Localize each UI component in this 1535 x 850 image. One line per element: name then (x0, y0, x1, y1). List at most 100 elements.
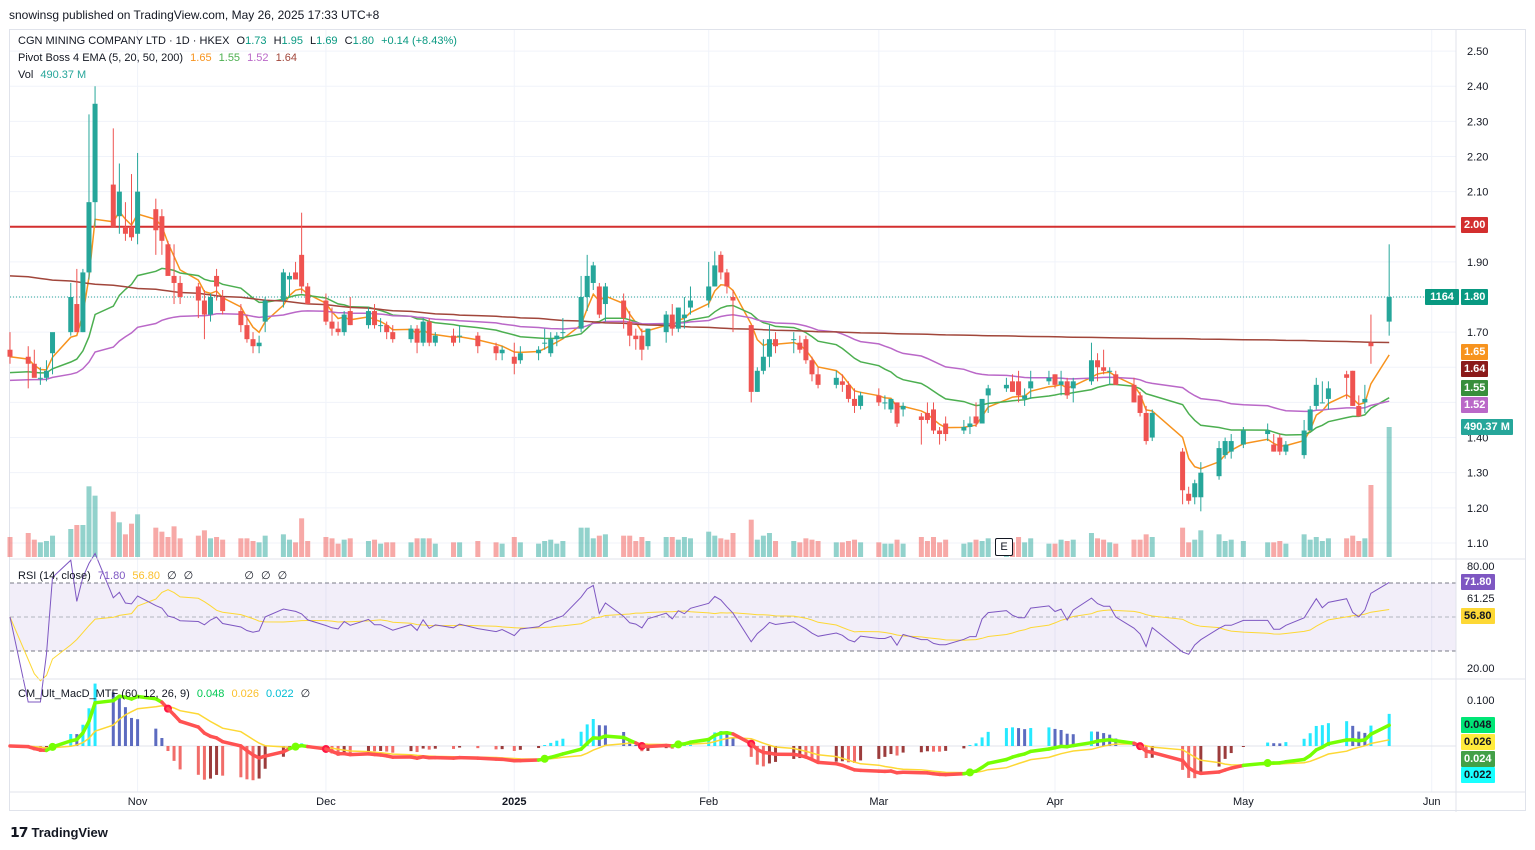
candle-body (882, 402, 888, 404)
candle-body (420, 321, 426, 343)
volume-bar (766, 533, 772, 557)
volume-bar (924, 541, 930, 557)
macd-line-segment (986, 757, 1009, 766)
candle-body (207, 297, 213, 315)
volume-bar (293, 542, 299, 557)
candle-body (1216, 448, 1222, 477)
macd-histogram-bar (1132, 744, 1136, 746)
candle-body (809, 360, 815, 375)
candle-body (548, 339, 554, 354)
macd-histogram-bar (117, 695, 121, 746)
footer-brand: TradingView (31, 825, 108, 840)
candle-body (432, 335, 438, 343)
volume-bar (347, 538, 353, 557)
macd-line-segment (1326, 738, 1349, 746)
symbol-title[interactable]: CGN MINING COMPANY LTD · 1D · HKEX (18, 35, 230, 47)
macd-line-segment (901, 770, 924, 775)
volume-bar (621, 535, 627, 557)
macd-histogram-bar (239, 746, 243, 778)
macd-line-segment (1241, 761, 1270, 768)
macd-histogram-bar (646, 746, 650, 751)
rsi-line (9, 552, 1390, 703)
candle-body (177, 282, 183, 298)
macd-histogram-bar (859, 746, 863, 761)
macd-histogram-bar (895, 746, 899, 756)
candle-body (1344, 374, 1350, 378)
macd-histogram-bar (597, 725, 601, 746)
volume-bar (408, 542, 414, 557)
macd-legend[interactable]: CM_Ult_MacD_MTF (60, 12, 26, 9) 0.048 0.… (18, 687, 314, 700)
volume-bar (675, 539, 681, 557)
macd-histogram-bar (433, 746, 437, 749)
ema50-price-label: 1.52 (1461, 397, 1489, 413)
macd-histogram-bar (555, 740, 559, 746)
volume-bar (760, 535, 766, 557)
tradingview-logo-icon: 𝟭𝟳 (10, 824, 29, 840)
rsi-tick-label: 20.00 (1467, 663, 1495, 675)
candle-body (560, 332, 566, 334)
volume-bar (451, 542, 457, 557)
volume-bar (1192, 539, 1198, 557)
volume-bar (973, 539, 979, 557)
macd-line-segment (81, 719, 91, 735)
macd-histogram-bar (1096, 731, 1100, 746)
rsi-ma-value: 56.80 (132, 570, 160, 582)
rsi-z4: ∅ (260, 570, 271, 582)
volume-bar (250, 541, 256, 557)
candle-body (92, 103, 98, 203)
macd-line-segment (50, 739, 73, 749)
ema-legend[interactable]: Pivot Boss 4 EMA (5, 20, 50, 200) 1.65 1… (18, 52, 301, 64)
volume-bar (852, 539, 858, 557)
macd-line-segment (646, 743, 668, 749)
resistance-price-label: 2.00 (1461, 217, 1489, 233)
candle-body (675, 307, 681, 329)
vol-legend[interactable]: Vol 490.37 M (18, 69, 90, 81)
macd-line-segment (220, 739, 243, 748)
price-tick-label: 2.20 (1467, 151, 1488, 163)
candle-body (1107, 370, 1113, 372)
rsi-value: 71.80 (97, 570, 126, 582)
candle-body (961, 427, 967, 431)
volume-bar (1301, 534, 1307, 557)
macd-v1: 0.048 (196, 688, 225, 700)
volume-bar (1143, 534, 1149, 557)
macd-histogram-bar (1357, 731, 1361, 746)
time-tick-label: Jun (1423, 796, 1441, 808)
candle-body (943, 423, 949, 435)
volume-bar (220, 539, 226, 557)
candle-body (712, 265, 718, 287)
volume-bar (31, 539, 37, 557)
candle-body (341, 314, 347, 333)
candle-body (590, 265, 596, 283)
macd-histogram-bar (379, 746, 383, 751)
macd-histogram-bar (452, 746, 456, 749)
time-tick-label: Dec (316, 796, 336, 808)
macd-histogram-bar (518, 746, 522, 750)
candle-body (937, 430, 943, 435)
volume-bar (177, 538, 183, 557)
time-tick-label: Feb (699, 796, 718, 808)
candle-body (1113, 374, 1119, 385)
rsi-price-label: 71.80 (1461, 574, 1495, 590)
volume-bar (1277, 541, 1283, 557)
earnings-event-marker[interactable]: E (995, 538, 1013, 556)
volume-bar (815, 541, 821, 557)
candle-body (250, 339, 256, 347)
rsi-legend[interactable]: RSI (14, close) 71.80 56.80 ∅ ∅ ∅ ∅ ∅ (18, 569, 291, 582)
volume-bar (718, 538, 724, 557)
candle-body (930, 409, 936, 431)
volume-bar (596, 535, 602, 557)
macd-histogram-bar (221, 746, 225, 776)
candle-body (1350, 370, 1356, 406)
candle-body (663, 314, 669, 333)
candle-body (815, 374, 821, 385)
candle-body (80, 272, 86, 333)
volume-bar (584, 527, 590, 557)
last-price-label: 1.80 (1461, 289, 1489, 305)
volume-bar (979, 541, 985, 557)
countdown-label: 1164 (1425, 289, 1459, 305)
macd-histogram-bar (719, 731, 723, 746)
candle-body (414, 328, 420, 343)
volume-bar (858, 542, 864, 557)
